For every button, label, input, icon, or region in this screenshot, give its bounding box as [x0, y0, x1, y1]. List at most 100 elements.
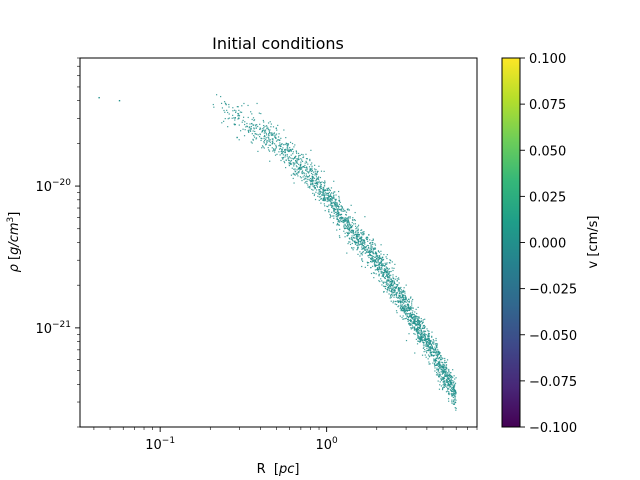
data-point	[401, 296, 403, 298]
data-point	[429, 339, 431, 342]
data-point	[400, 293, 403, 295]
data-point	[437, 366, 440, 368]
data-point	[314, 172, 316, 174]
data-point	[428, 333, 430, 335]
data-point	[344, 232, 346, 234]
data-point	[390, 259, 392, 262]
data-point	[270, 123, 272, 125]
data-point	[228, 113, 230, 115]
data-point	[389, 271, 391, 273]
data-point	[240, 111, 243, 113]
data-point	[360, 242, 362, 244]
data-point	[338, 200, 340, 202]
colorbar-tick-label: 0.050	[529, 144, 566, 159]
data-point	[455, 407, 457, 409]
data-point	[367, 264, 369, 266]
data-point	[437, 370, 439, 372]
data-point	[427, 354, 430, 356]
data-point	[421, 334, 423, 336]
data-point	[433, 351, 435, 353]
data-point	[267, 147, 269, 149]
data-point	[433, 343, 435, 345]
data-point	[416, 324, 418, 326]
data-point	[362, 231, 364, 233]
data-point	[411, 306, 413, 308]
data-point	[234, 119, 236, 121]
data-point	[397, 288, 399, 290]
data-point	[301, 159, 303, 161]
data-point	[394, 300, 396, 303]
data-point	[317, 195, 319, 197]
data-point	[339, 213, 341, 215]
data-point	[324, 198, 326, 200]
data-point	[263, 137, 265, 140]
data-point	[427, 345, 429, 347]
data-point	[332, 205, 334, 208]
data-point	[378, 266, 380, 268]
data-point	[423, 346, 425, 348]
data-point	[454, 378, 456, 380]
data-point	[437, 353, 439, 355]
data-point	[445, 367, 447, 369]
data-point	[336, 218, 339, 221]
data-point	[380, 250, 382, 252]
data-point	[296, 161, 298, 164]
data-point	[357, 253, 359, 255]
data-point	[448, 378, 450, 380]
data-point	[364, 266, 366, 268]
data-point	[374, 244, 377, 246]
data-point	[314, 164, 316, 166]
data-point	[390, 290, 392, 292]
data-point	[346, 224, 349, 227]
data-point	[378, 256, 381, 258]
data-point	[419, 321, 421, 323]
data-point	[305, 169, 307, 171]
data-point	[386, 282, 388, 285]
data-point	[381, 265, 383, 267]
data-point	[343, 219, 345, 221]
data-point	[400, 286, 402, 289]
data-point	[431, 335, 433, 337]
data-point	[338, 212, 340, 214]
data-point	[404, 310, 406, 312]
data-point	[413, 319, 415, 321]
data-point	[453, 395, 456, 397]
data-point	[386, 263, 388, 265]
data-point	[450, 380, 452, 382]
data-point	[384, 269, 387, 271]
data-point	[415, 338, 417, 340]
data-point	[455, 392, 457, 394]
data-point	[305, 158, 308, 160]
data-point	[337, 219, 339, 221]
data-point	[227, 126, 229, 128]
data-point	[350, 238, 353, 240]
data-point	[226, 109, 228, 111]
data-point	[339, 201, 341, 203]
data-point	[405, 308, 408, 310]
data-point	[319, 185, 321, 187]
data-point	[331, 199, 333, 201]
data-point	[440, 371, 442, 373]
data-point	[228, 103, 230, 106]
data-point	[364, 252, 366, 254]
data-point	[413, 316, 415, 318]
data-point	[385, 263, 387, 266]
data-point	[450, 382, 452, 384]
data-point	[408, 333, 410, 335]
data-point	[444, 385, 447, 387]
data-point	[388, 262, 390, 264]
data-point	[432, 362, 434, 364]
data-point	[443, 367, 445, 369]
colorbar-tick-label: −0.075	[529, 375, 577, 390]
data-point	[444, 370, 446, 372]
data-point	[275, 137, 277, 140]
data-point	[385, 283, 387, 285]
data-point	[416, 323, 418, 325]
data-point	[392, 284, 394, 287]
data-point	[334, 209, 336, 211]
data-point	[390, 278, 392, 280]
data-point	[434, 361, 437, 363]
data-point	[420, 338, 423, 341]
data-point	[281, 149, 284, 151]
data-point	[428, 340, 430, 342]
